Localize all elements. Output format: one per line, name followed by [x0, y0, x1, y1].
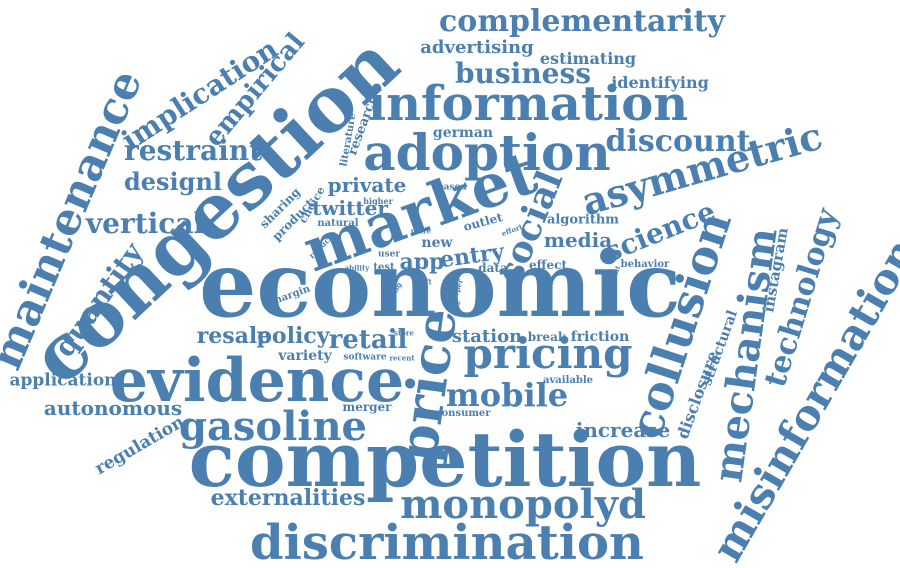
word-identifying: identifying: [611, 73, 709, 92]
word-evidence: evidence: [109, 346, 405, 416]
word-estimating: estimating: [539, 49, 637, 68]
word-higher: higher: [363, 196, 393, 206]
word-monopolyd: monopolyd: [400, 481, 646, 528]
word-store: store: [394, 328, 414, 338]
word-externalities: externalities: [210, 485, 366, 511]
word-behavior: behavior: [620, 259, 670, 270]
word-adoption: adoption: [363, 123, 611, 182]
word-private: private: [327, 173, 407, 197]
word-software: software: [343, 352, 387, 363]
word-left: left: [418, 277, 432, 287]
word-break: break: [527, 330, 567, 344]
word-application: application: [9, 370, 117, 391]
word-autonomous: autonomous: [43, 396, 183, 420]
word-station: station: [451, 326, 523, 347]
word-time: time: [445, 300, 461, 307]
word-resale: resale: [196, 323, 272, 349]
word-information: information: [367, 76, 689, 132]
word-effect: effect: [529, 258, 567, 272]
word-merger: merger: [342, 400, 392, 414]
word-retail: retail: [328, 325, 408, 355]
word-variety: variety: [278, 348, 332, 364]
word-complementarity: complementarity: [439, 4, 725, 39]
word-recent: recent: [389, 353, 415, 363]
word-available: available: [543, 375, 593, 386]
word-increase: increase: [575, 418, 671, 442]
word-german: german: [432, 125, 494, 141]
word-user: user: [377, 249, 401, 260]
word-gasoline: gasoline: [178, 403, 368, 450]
word-natural: natural: [317, 218, 359, 229]
word-app: app: [399, 249, 445, 275]
word-twitter: twitter: [312, 196, 388, 220]
word-restraint: restraint: [123, 134, 263, 167]
word-based: based: [437, 182, 467, 193]
word-business: business: [454, 57, 592, 90]
word-regulation: regulation: [91, 412, 188, 480]
word-economic: economic: [199, 232, 681, 338]
word-consumer: consumer: [435, 408, 491, 419]
word-new: new: [421, 235, 453, 251]
word-discrimination: discrimination: [250, 515, 644, 568]
word-mobile: mobile: [445, 376, 569, 414]
word-friction: friction: [570, 329, 630, 345]
word-media: media: [543, 228, 613, 252]
word-data: data: [478, 261, 508, 275]
word-pricing: pricing: [463, 329, 633, 378]
word-more: more: [410, 226, 432, 236]
word-designl: designl: [123, 167, 223, 196]
word-algorithm: algorithm: [546, 212, 620, 228]
word-policy: policy: [256, 323, 330, 349]
word-competition: competition: [188, 415, 702, 504]
word-vertical: vertical: [85, 207, 205, 240]
word-advertising: advertising: [420, 37, 534, 58]
word-discount: discount: [605, 124, 751, 159]
word-test: test: [373, 262, 395, 273]
word-ability: ability: [344, 263, 370, 273]
